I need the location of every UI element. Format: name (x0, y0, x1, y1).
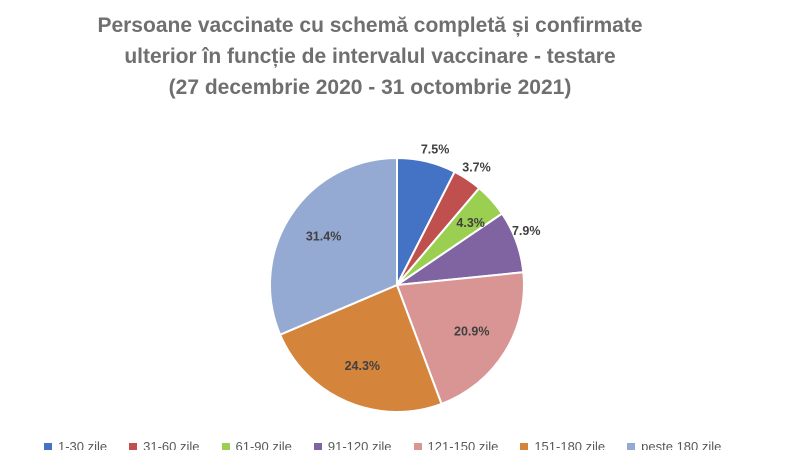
data-label-peste-180-zile: 31.4% (306, 229, 341, 243)
legend-item-151-180-zile: 151-180 zile (520, 439, 605, 450)
legend-label: 31-60 zile (143, 439, 200, 450)
legend-item-61-90-zile: 61-90 zile (221, 439, 292, 450)
legend-label: 121-150 zile (427, 439, 499, 450)
legend-swatch (413, 442, 422, 450)
data-label-91-120-zile: 7.9% (512, 224, 541, 238)
legend-swatch (313, 442, 322, 450)
legend-swatch (44, 442, 52, 450)
chart-legend: 1-30 zile 31-60 zile 61-90 zile 91-120 zile… (44, 439, 743, 450)
legend-item-1-30-zile: 1-30 zile (44, 439, 107, 450)
chart-title-line-1: Persoane vaccinate cu schemă completă și… (97, 14, 643, 37)
legend-label: peste 180 zile (641, 439, 722, 450)
legend-swatch (129, 442, 138, 450)
legend-label: 91-120 zile (327, 439, 392, 450)
legend-swatch (627, 442, 636, 450)
chart-title-line-2: ulterior în funcție de intervalul vaccin… (124, 45, 616, 68)
legend-item-121-150-zile: 121-150 zile (413, 439, 499, 450)
legend-label: 151-180 zile (534, 439, 606, 450)
pie-slice-121-150-zile (395, 271, 525, 406)
data-label-151-180-zile: 24.3% (345, 359, 380, 373)
data-label-121-150-zile: 20.9% (454, 324, 489, 338)
legend-label: 61-90 zile (235, 439, 292, 450)
legend-label: 1-30 zile (58, 439, 108, 450)
data-label-61-90-zile: 4.3% (456, 216, 485, 230)
legend-item-31-60-zile: 31-60 zile (129, 439, 200, 450)
pie-slice-151-180-zile (278, 283, 443, 413)
legend-swatch (221, 442, 230, 450)
pie-slice-peste-180-zile (269, 156, 398, 337)
chart-title-line-3: (27 decembrie 2020 - 31 octombrie 2021) (168, 76, 572, 99)
data-label-1-30-zile: 7.5% (421, 143, 450, 157)
legend-item-91-120-zile: 91-120 zile (313, 439, 392, 450)
chart-title: Persoane vaccinate cu schemă completă și… (0, 10, 740, 103)
legend-item-peste-180-zile: peste 180 zile (627, 439, 721, 450)
legend-swatch (520, 442, 529, 450)
data-label-31-60-zile: 3.7% (462, 161, 491, 175)
